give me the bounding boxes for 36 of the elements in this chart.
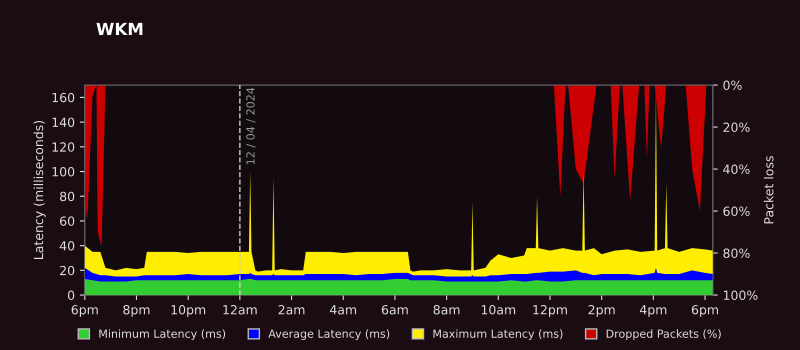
ref-line-label: 12 / 04 / 2024 (246, 88, 256, 164)
y2-tick-label: 40% (723, 164, 750, 174)
x-tick-label: 2am (278, 304, 304, 314)
y-tick-label: 160 (52, 92, 74, 102)
y-tick-label: 40 (60, 241, 74, 251)
y-tick-label: 100 (52, 166, 74, 176)
x-tick-label: 6pm (692, 304, 718, 317)
y2-tick-label: 80% (723, 248, 750, 258)
y-axis-title: Latency (milliseconds) (34, 120, 46, 259)
y2-tick-label: 100% (724, 290, 758, 300)
x-tick-label: 4pm (640, 305, 666, 317)
y2-tick-label: 20% (723, 122, 750, 132)
x-tick-label: 8pm (123, 304, 150, 317)
legend-label: Minimum Latency (ms) (99, 329, 226, 340)
legend-label: Dropped Packets (%) (606, 329, 721, 340)
x-tick-label: 8am (434, 304, 460, 314)
y2-tick-label: 0% (723, 80, 742, 90)
legend-label: Maximum Latency (ms) (433, 329, 562, 340)
x-tick-label: 12pm (533, 304, 567, 317)
y-tick-label: 120 (52, 142, 74, 152)
y-tick-label: 20 (60, 266, 74, 276)
y-tick-label: 140 (52, 118, 74, 128)
x-tick-label: 10pm (172, 304, 206, 317)
x-tick-label: 6pm (72, 304, 98, 317)
x-tick-label: 4am (330, 305, 356, 314)
x-tick-label: 12am (223, 304, 257, 314)
y2-tick-label: 60% (723, 206, 750, 216)
x-tick-label: 10am (482, 304, 516, 314)
chart-title: WKM (96, 22, 142, 35)
legend-label: Average Latency (ms) (268, 329, 390, 340)
y-tick-label: 80 (60, 192, 74, 202)
x-tick-label: 6am (382, 304, 408, 314)
y2-axis-title: Packet loss (764, 156, 774, 224)
x-tick-label: 2pm (588, 304, 615, 317)
y-tick-label: 60 (60, 216, 74, 226)
y-tick-label: 0 (68, 290, 74, 300)
